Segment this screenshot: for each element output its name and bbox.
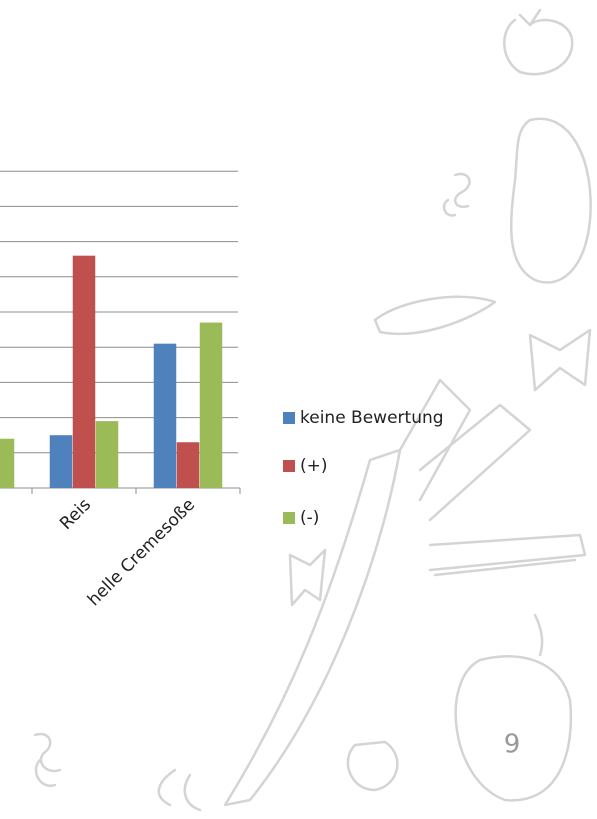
bar (95, 421, 119, 488)
bar (153, 343, 177, 488)
x-tick-label: helle Cremesoße (84, 495, 199, 610)
bar (72, 255, 96, 488)
x-tick-label: Reis (56, 495, 95, 534)
legend-swatch (283, 460, 295, 472)
vegetable-doodles (33, 8, 592, 812)
legend-label: (+) (300, 456, 328, 476)
bar (199, 322, 223, 488)
legend-swatch (283, 412, 295, 424)
legend-label: keine Bewertung (300, 408, 444, 428)
legend-label: (-) (300, 508, 319, 528)
bar (176, 442, 200, 488)
bar (0, 438, 15, 488)
bar (49, 435, 73, 488)
legend-swatch (283, 512, 295, 524)
page-number: 9 (504, 730, 521, 760)
